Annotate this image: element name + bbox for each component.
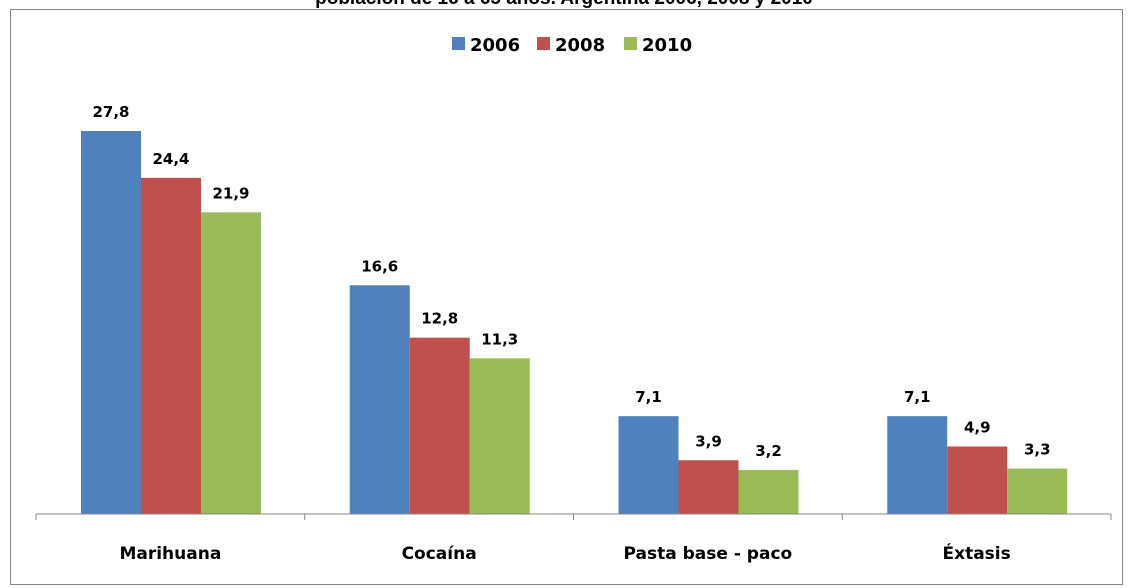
data-label-2008-3: 3,9	[695, 432, 722, 450]
bar-2008-4	[947, 446, 1008, 514]
data-label-2008-1: 24,4	[152, 150, 189, 168]
data-label-2008-2: 12,8	[421, 310, 458, 328]
legend-swatch-2010	[624, 37, 637, 50]
data-label-2006-1: 27,8	[92, 103, 129, 121]
bar-2010-3	[738, 469, 799, 514]
bar-2006-2	[349, 285, 410, 514]
data-label-2008-4: 4,9	[964, 418, 991, 436]
data-label-2010-2: 11,3	[481, 330, 518, 348]
data-label-2006-2: 16,6	[361, 257, 398, 275]
bar-2010-4	[1007, 468, 1068, 514]
bar-2008-1	[141, 177, 201, 514]
category-label-1: Marihuana	[119, 544, 221, 564]
data-label-2006-4: 7,1	[904, 388, 931, 406]
bar-2006-3	[618, 416, 679, 514]
data-label-2006-3: 7,1	[635, 388, 662, 406]
chart-title: población de 16 a 65 años. Argentina 200…	[0, 0, 1128, 10]
bar-2006-4	[887, 416, 948, 514]
chart-frame	[10, 9, 1123, 585]
bar-2010-2	[469, 358, 530, 514]
bar-2008-2	[409, 337, 470, 514]
legend-swatch-2008	[537, 37, 550, 50]
bar-2008-3	[678, 460, 739, 514]
category-label-2: Cocaína	[402, 544, 477, 564]
legend-swatch-2006	[452, 37, 465, 50]
category-label-4: Éxtasis	[943, 542, 1011, 564]
legend-label-2006: 2006	[470, 35, 520, 56]
bar-2006-1	[81, 131, 141, 514]
data-label-2010-1: 21,9	[212, 184, 249, 202]
category-label-3: Pasta base - paco	[624, 544, 793, 564]
data-label-2010-4: 3,3	[1024, 441, 1051, 459]
data-label-2010-3: 3,2	[755, 442, 782, 460]
legend-label-2008: 2008	[555, 35, 605, 56]
legend-label-2010: 2010	[642, 35, 692, 56]
bar-2010-1	[201, 212, 261, 514]
